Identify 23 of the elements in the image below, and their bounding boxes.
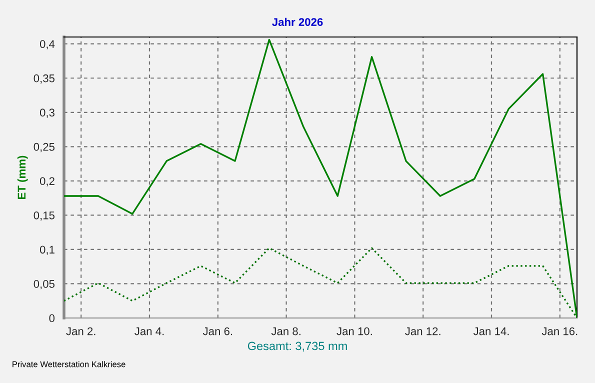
- y-tick-label: 0,35: [34, 74, 55, 84]
- y-tick-label: 0,05: [34, 280, 55, 290]
- y-axis-title: ET (mm): [17, 156, 28, 199]
- x-tick-label: Jan 14.: [473, 327, 509, 336]
- y-tick-label: 0: [49, 314, 55, 322]
- text: Private Wetterstation Kalkriese: [12, 361, 126, 368]
- text: Gesamt: 3,735 mm: [248, 342, 347, 352]
- chart-title: Jahr 2026: [272, 18, 323, 26]
- x-tick-label: Jan 16.: [542, 327, 578, 336]
- x-tick-label: Jan 4.: [134, 327, 164, 336]
- x-tick-label: Jan 2.: [66, 327, 96, 336]
- y-tick-label: 0,15: [34, 211, 55, 221]
- x-tick-label: Jan 12.: [405, 327, 440, 336]
- y-tick-label: 0,25: [34, 142, 55, 152]
- y-tick-label: 0,1: [40, 246, 54, 255]
- x-tick-label: Jan 6.: [202, 327, 232, 336]
- y-tick-label: 0,2: [40, 177, 54, 186]
- x-tick-label: Jan 8.: [271, 327, 300, 336]
- line-series: [64, 38, 577, 318]
- x-tick-label: Jan 10.: [336, 327, 372, 336]
- y-tick-label: 0,4: [40, 40, 55, 50]
- y-tick-label: 0,3: [40, 108, 54, 118]
- line-series: [64, 247, 577, 318]
